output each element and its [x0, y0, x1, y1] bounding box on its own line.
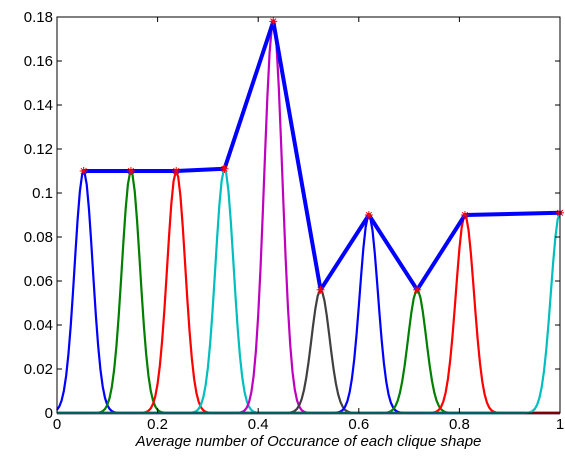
y-tick-label: 0.02 — [24, 361, 53, 378]
series-curve-10 — [57, 212, 562, 415]
envelope-point-1 — [79, 167, 88, 175]
y-tick-label: 0.12 — [24, 141, 53, 158]
x-tick-label: 0.8 — [449, 416, 470, 433]
envelope-point-8 — [413, 285, 422, 294]
envelope-point-6 — [316, 285, 325, 294]
y-tick-label: 0.06 — [24, 273, 53, 290]
series-curve-9 — [57, 215, 560, 415]
series-curve-3 — [57, 170, 560, 415]
series-curve-7 — [57, 214, 560, 415]
y-tick-label: 0 — [45, 405, 53, 422]
envelope-point-7 — [364, 211, 373, 219]
series-curve-4 — [57, 168, 560, 415]
x-axis: 0 0.2 0.4 0.6 0.8 1 — [53, 17, 564, 433]
envelope-point-9 — [460, 211, 469, 219]
x-tick-label: 0.2 — [147, 416, 168, 433]
envelope-point-4 — [220, 164, 229, 173]
y-tick-label: 0.1 — [32, 185, 53, 202]
x-tick-label: 0.6 — [348, 416, 369, 433]
y-axis: 0 0.02 0.04 0.06 0.08 0.1 0.12 0.14 0.16 0.18 — [24, 9, 560, 422]
series-curve-1 — [56, 170, 560, 415]
envelope-point-5 — [269, 17, 278, 26]
envelope-point-3 — [172, 167, 181, 175]
y-tick-label: 0.14 — [24, 97, 53, 114]
plot-frame — [56, 16, 561, 414]
envelope-layer — [79, 17, 564, 294]
y-tick-label: 0.16 — [24, 53, 53, 70]
x-axis-title: Average number of Occurance of each cliq… — [135, 433, 482, 450]
y-tick-label: 0.18 — [24, 9, 53, 26]
x-tick-label: 1 — [556, 416, 564, 433]
envelope-line — [81, 19, 562, 292]
y-tick-label: 0.08 — [24, 229, 53, 246]
envelope-point-2 — [126, 167, 135, 175]
series-curve-2 — [57, 170, 560, 415]
x-tick-label: 0.4 — [248, 416, 269, 433]
x-tick-label: 0 — [53, 416, 61, 433]
y-tick-label: 0.04 — [24, 317, 53, 334]
